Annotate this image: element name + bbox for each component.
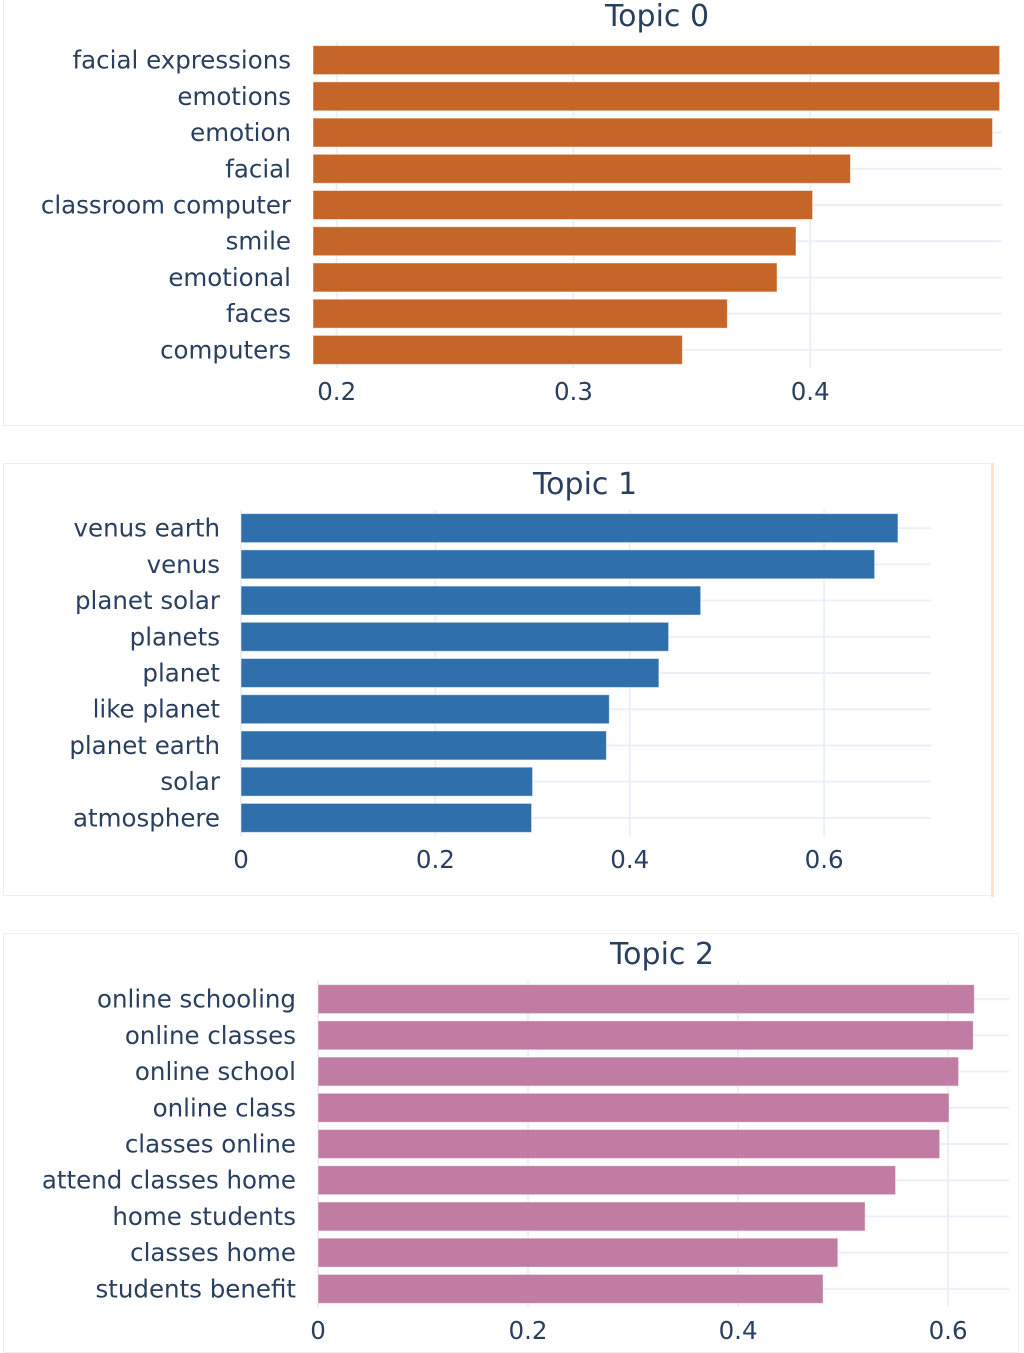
chart-title: Topic 0 (604, 0, 709, 34)
category-label: emotion (190, 118, 291, 147)
category-label: venus earth (74, 514, 220, 543)
category-label: emotions (177, 82, 291, 111)
chart-title: Topic 2 (609, 937, 714, 972)
x-tick-label: 0.6 (805, 845, 844, 874)
category-label: atmosphere (73, 803, 220, 832)
panel-accent-line (991, 463, 994, 897)
category-label: online classes (125, 1021, 296, 1050)
category-label: faces (226, 299, 291, 328)
x-tick-label: 0 (310, 1316, 326, 1345)
x-tick-label: 0 (233, 845, 249, 874)
x-tick-label: 0.4 (610, 845, 649, 874)
category-label: like planet (93, 695, 221, 724)
bar-solar (240, 766, 534, 797)
bar-like-planet (240, 694, 610, 725)
x-tick-label: 0.2 (317, 377, 356, 406)
bar-venus-earth (240, 513, 899, 544)
category-label: attend classes home (42, 1166, 296, 1195)
category-label: students benefit (96, 1274, 297, 1303)
bar-facial-expressions (312, 45, 1001, 76)
bar-venus (240, 549, 876, 580)
bar-planet-earth (240, 730, 607, 761)
bar-emotions (312, 81, 1001, 112)
x-tick-label: 0.6 (929, 1316, 968, 1345)
bar-classroom-computer (312, 190, 814, 220)
category-label: classroom computer (41, 191, 292, 220)
category-label: planet solar (75, 586, 221, 615)
category-label: planets (130, 622, 220, 651)
bar-emotional (312, 262, 778, 293)
bar-facial (312, 153, 851, 184)
bar-attend-classes-home (317, 1165, 897, 1196)
bar-classes-online (317, 1129, 941, 1159)
category-label: facial expressions (73, 46, 291, 75)
x-tick-label: 0.4 (791, 377, 830, 406)
topic-1-chart: venus earth venus planet solar planets plane… (69, 467, 931, 874)
x-tick-label: 0.2 (416, 845, 455, 874)
category-label: classes online (125, 1130, 296, 1159)
bar-online-classes (317, 1020, 974, 1051)
bar-classes-home (317, 1237, 839, 1268)
bar-emotion (312, 117, 994, 148)
category-label: planet earth (69, 731, 220, 760)
bar-planets (240, 621, 670, 652)
category-label: smile (226, 227, 291, 256)
category-label: home students (112, 1202, 296, 1231)
bar-faces (312, 298, 728, 329)
category-label: solar (160, 767, 221, 796)
category-label: planet (142, 659, 220, 688)
x-tick-label: 0.4 (719, 1316, 758, 1345)
category-label: facial (225, 154, 291, 183)
topic-0-chart: facial expressions emotions emotion facial c… (41, 0, 1002, 406)
category-label: online class (153, 1093, 296, 1122)
bar-smile (312, 226, 797, 257)
category-label: online school (135, 1057, 296, 1086)
bar-atmosphere (240, 802, 533, 833)
bar-online-schooling (317, 984, 975, 1015)
bar-planet (240, 658, 660, 688)
chart-title: Topic 1 (532, 467, 637, 502)
bar-online-school (317, 1056, 960, 1087)
category-label: emotional (168, 263, 291, 292)
bar-planet-solar (240, 585, 702, 616)
category-label: computers (160, 335, 291, 364)
category-label: online schooling (97, 985, 296, 1014)
bar-online-class (317, 1092, 950, 1123)
bar-computers (312, 334, 683, 365)
bar-students-benefit (317, 1273, 824, 1304)
category-label: venus (147, 550, 220, 579)
x-tick-label: 0.2 (509, 1316, 548, 1345)
category-label: classes home (130, 1238, 296, 1267)
bar-home-students (317, 1201, 866, 1232)
x-tick-label: 0.3 (554, 377, 593, 406)
